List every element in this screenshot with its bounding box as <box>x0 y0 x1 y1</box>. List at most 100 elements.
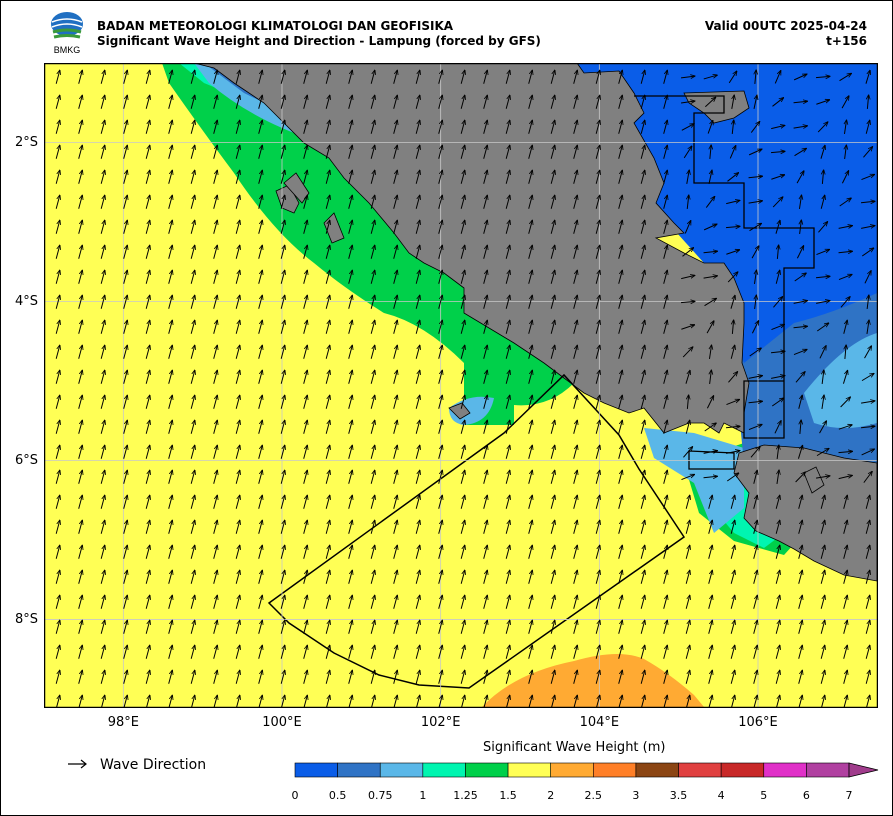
wave-arrow <box>775 595 780 609</box>
wave-arrow <box>663 645 668 659</box>
wave-arrow <box>78 70 83 84</box>
wave-arrow <box>258 495 263 509</box>
wave-arrow <box>438 120 443 134</box>
wave-arrow <box>550 70 555 84</box>
wave-arrow <box>325 195 330 209</box>
wave-arrow <box>123 195 128 209</box>
wave-arrow <box>348 495 353 509</box>
wave-arrow <box>78 670 83 684</box>
wave-arrow <box>483 495 488 509</box>
wave-arrow <box>325 70 330 84</box>
wave-arrow <box>280 420 285 434</box>
wave-arrow <box>416 695 420 707</box>
wave-arrow <box>280 595 285 609</box>
colorbar-tick-label: 0.5 <box>328 789 347 802</box>
wave-arrow <box>190 670 195 684</box>
wave-arrow <box>550 195 555 209</box>
wave-arrow <box>393 620 398 634</box>
wave-arrow <box>528 345 533 359</box>
lat-tick-label: 8°S <box>14 611 38 627</box>
wave-arrow <box>795 472 806 483</box>
wave-arrow <box>710 370 712 385</box>
wave-arrow <box>774 421 781 434</box>
land-sumatra <box>193 63 750 434</box>
wave-arrow <box>640 545 645 559</box>
wave-arrow <box>800 420 801 435</box>
wave-arrow <box>123 570 128 584</box>
wave-arrow <box>415 645 420 659</box>
wave-arrow <box>505 620 510 634</box>
wave-arrow <box>483 145 488 159</box>
colorbar-segment <box>763 762 807 778</box>
wave-arrow <box>595 620 600 634</box>
wave-arrow <box>663 145 668 159</box>
colorbar-extend-arrow <box>848 762 879 778</box>
lon-tick-label: 98°E <box>107 715 139 730</box>
wave-arrow <box>190 145 195 159</box>
wave-arrow <box>348 195 353 209</box>
wave-arrow <box>168 595 173 609</box>
wave-arrow <box>415 620 420 634</box>
wave-arrow <box>168 270 173 284</box>
wave-arrow <box>816 323 828 332</box>
wave-arrow <box>78 345 83 359</box>
wave-arrow <box>280 370 285 384</box>
wave-arrow <box>100 145 105 159</box>
wave-arrow <box>303 170 308 184</box>
wave-arrow <box>573 295 578 309</box>
wave-arrow <box>775 545 780 559</box>
wave-arrow <box>843 495 848 509</box>
wave-arrow <box>145 170 150 184</box>
wave-arrow <box>864 346 872 359</box>
wave-arrow <box>573 445 578 459</box>
wave-arrow <box>213 395 218 409</box>
wave-arrow <box>595 245 600 259</box>
wave-arrow <box>685 645 690 659</box>
wave-arrow <box>705 196 714 208</box>
wave-arrow <box>145 220 150 234</box>
wave-arrow <box>483 70 488 84</box>
wave-arrow <box>460 145 465 159</box>
wave-arrow <box>123 170 128 184</box>
wave-arrow <box>145 270 150 284</box>
wave-arrow <box>213 220 218 234</box>
wave-arrow <box>168 95 173 109</box>
wave-arrow <box>595 445 600 459</box>
wave-arrow <box>505 145 510 159</box>
wave-arrow <box>843 595 848 609</box>
wave-arrow <box>708 520 713 534</box>
wave-arrow <box>348 670 353 684</box>
wave-arrow <box>663 595 668 609</box>
wave-arrow <box>55 195 60 209</box>
wave-arrow <box>280 295 285 309</box>
wave-arrow <box>483 470 488 484</box>
wave-arrow <box>325 545 330 559</box>
wave-arrow <box>727 173 738 182</box>
wave-arrow <box>528 495 533 509</box>
wave-arrow <box>370 620 375 634</box>
wave-arrow <box>793 326 808 327</box>
wave-arrow <box>775 620 780 634</box>
wave-arrow <box>348 520 353 534</box>
wave-arrow <box>393 570 398 584</box>
wave-arrow <box>640 70 645 84</box>
colorbar-tick-label: 1.25 <box>453 789 478 802</box>
wave-arrow <box>123 545 128 559</box>
wave-arrow <box>438 70 443 84</box>
wave-arrow <box>235 370 240 384</box>
wave-arrow <box>370 645 375 659</box>
wave-arrow <box>280 95 285 109</box>
wave-arrow <box>844 120 846 134</box>
wave-arrow <box>865 670 870 684</box>
wave-arrow <box>303 70 308 84</box>
wave-arrow <box>483 420 488 434</box>
wave-arrow <box>820 195 825 209</box>
wave-arrow <box>258 595 263 609</box>
wave-arrow <box>618 620 623 634</box>
wave-arrow <box>415 545 420 559</box>
wave-arrow <box>145 620 150 634</box>
wave-arrow <box>843 320 847 334</box>
wave-arrow <box>460 620 465 634</box>
wave-arrow <box>770 351 785 352</box>
wave-arrow <box>325 495 330 509</box>
